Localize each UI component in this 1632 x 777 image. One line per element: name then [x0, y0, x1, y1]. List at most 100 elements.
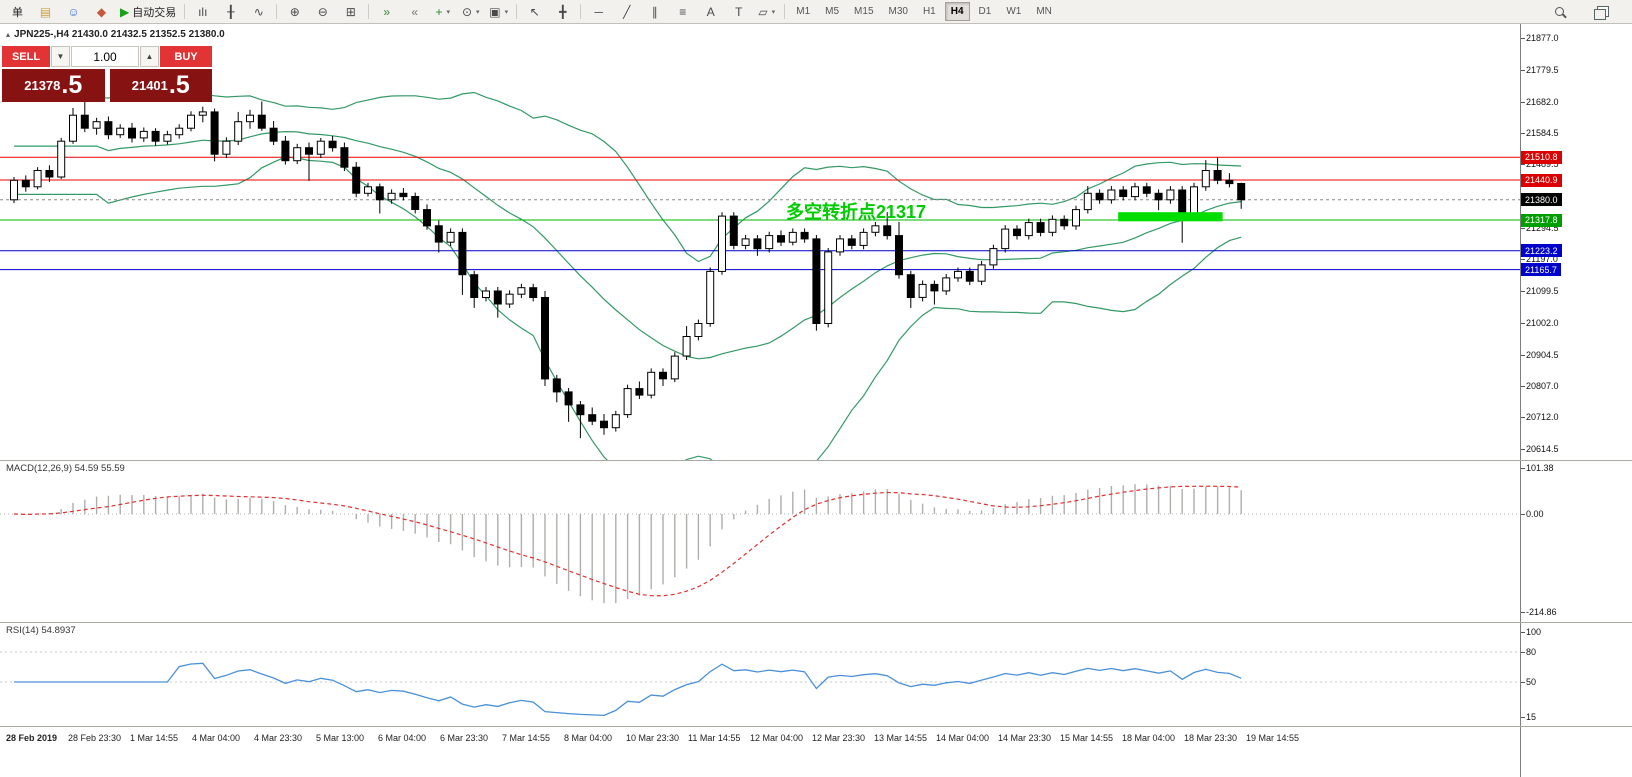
market-watch-icon[interactable]: ▤ [32, 1, 59, 22]
toolbar-separator [784, 4, 786, 19]
main-price-chart[interactable]: 多空转折点21317 [0, 24, 1520, 460]
mql5-icon[interactable]: ◆ [88, 1, 115, 22]
text-label-icon[interactable]: T [725, 1, 752, 22]
time-label: 28 Feb 23:30 [68, 733, 122, 743]
bar-chart-icon[interactable]: ılı [189, 1, 216, 22]
candlestick-chart-icon[interactable]: ╂ [217, 1, 244, 22]
new-order-button[interactable]: 单 [4, 1, 31, 22]
bear-candle [576, 404, 585, 416]
one-click-trading-panel: SELL ▼ 1.00 ▲ BUY 21378.5 21401.5 [2, 46, 212, 102]
buy-button[interactable]: BUY [160, 46, 212, 67]
timeframe-h4-button[interactable]: H4 [944, 2, 970, 21]
panel-separator[interactable] [0, 622, 1632, 623]
buy-price-display[interactable]: 21401.5 [109, 69, 212, 102]
sell-price-display[interactable]: 21378.5 [2, 69, 105, 102]
time-label: 13 Mar 14:55 [874, 733, 928, 743]
text-label-icon-glyph: T [735, 4, 743, 19]
fibonacci-icon[interactable]: ≡ [669, 1, 696, 22]
auto-trading-button[interactable]: ▶ 自动交易 [116, 1, 180, 22]
bear-candle [80, 114, 89, 129]
template-icon[interactable]: ▣ ▾ [485, 1, 512, 22]
panel-separator[interactable] [0, 726, 1632, 727]
shapes-icon-glyph: ▱ [758, 4, 768, 19]
zoom-out-icon[interactable]: ⊖ [309, 1, 336, 22]
crosshair-icon-glyph: ╋ [559, 4, 567, 19]
annotation-text[interactable]: 多空转折点21317 [786, 201, 926, 222]
price-tick-21877.0: 21877.0 [1521, 33, 1559, 43]
timeframe-m5-button[interactable]: M5 [825, 6, 840, 17]
bull-candle [33, 170, 42, 188]
window-icon [1593, 6, 1609, 20]
horizontal-line-icon[interactable]: ─ [585, 1, 612, 22]
bull-candle [1001, 228, 1010, 250]
bull-candle [1131, 186, 1139, 198]
period-icon-glyph: ⊙ [461, 4, 472, 19]
bar-chart-icon-glyph: ılı [198, 4, 208, 19]
new-chart-icon-glyph: + [435, 4, 443, 19]
bear-candle [210, 111, 219, 155]
time-label: 14 Mar 04:00 [936, 733, 990, 743]
time-label: 18 Mar 23:30 [1184, 733, 1238, 743]
bull-candle [187, 114, 195, 129]
auto-scroll-icon[interactable]: » [373, 1, 400, 22]
new-window-button[interactable] [1589, 1, 1616, 22]
timeframe-m15-button[interactable]: M15 [854, 6, 874, 17]
price-tick-21779.5: 21779.5 [1521, 64, 1559, 75]
timeframe-m1-button[interactable]: M1 [796, 6, 811, 17]
volume-decrease-button[interactable]: ▼ [51, 46, 70, 67]
line-chart-icon[interactable]: ∿ [245, 1, 272, 22]
bear-candle [1119, 189, 1128, 197]
bear-candle [529, 287, 538, 299]
trendline-icon[interactable]: ╱ [613, 1, 640, 22]
toolbar-separator [580, 4, 582, 19]
toolbar-right-group [1546, 1, 1628, 22]
bull-candle [788, 231, 797, 243]
bear-candle [600, 420, 608, 429]
bull-candle [293, 147, 302, 162]
channel-icon[interactable]: ∥ [641, 1, 668, 22]
bear-candle [812, 238, 821, 324]
volume-input[interactable]: 1.00 [71, 46, 139, 67]
bull-candle [741, 238, 750, 246]
timeframe-w1-button[interactable]: W1 [1006, 6, 1022, 17]
time-label: 19 Mar 14:55 [1246, 733, 1300, 743]
bull-candle [623, 388, 632, 416]
chart-shift-icon[interactable]: « [401, 1, 428, 22]
timeframe-d1-button[interactable]: D1 [978, 6, 992, 17]
macd-header: MACD(12,26,9) 54.59 55.59 [6, 463, 125, 474]
macd-scale-101.38: 101.38 [1521, 462, 1554, 473]
zoom-in-icon[interactable]: ⊕ [281, 1, 308, 22]
time-scale[interactable]: 28 Feb 2019 28 Feb 23:30 1 Mar 14:55 4 Mar … [0, 727, 1520, 777]
channel-icon-glyph: ∥ [651, 4, 658, 19]
support-zone-highlight[interactable] [1118, 212, 1223, 222]
price-tick-20807.0: 20807.0 [1521, 381, 1559, 392]
bear-candle [281, 140, 290, 162]
price-scale[interactable]: 21877.0 21779.5 21682.0 21584.5 21489.5 21294… [1520, 24, 1632, 777]
bull-candle [718, 215, 726, 272]
bull-candle [611, 414, 620, 429]
search-button[interactable] [1546, 1, 1573, 22]
cursor-icon[interactable]: ↖ [521, 1, 548, 22]
panel-separator[interactable] [0, 460, 1632, 461]
timeframe-mn-button[interactable]: MN [1036, 6, 1052, 17]
bear-candle [470, 274, 479, 298]
bull-candle [234, 121, 243, 142]
tile-windows-icon[interactable]: ⊞ [337, 1, 364, 22]
shapes-icon[interactable]: ▱ ▾ [753, 1, 780, 22]
bull-candle [918, 283, 927, 298]
text-icon[interactable]: A [697, 1, 724, 22]
period-icon[interactable]: ⊙ ▾ [457, 1, 484, 22]
timeframe-m30-button[interactable]: M30 [888, 6, 908, 17]
crosshair-icon[interactable]: ╋ [549, 1, 576, 22]
volume-increase-button[interactable]: ▲ [140, 46, 159, 67]
price-tick-21584.5: 21584.5 [1521, 128, 1559, 139]
new-chart-icon[interactable]: + ▾ [429, 1, 456, 22]
bear-candle [965, 270, 974, 282]
buy-price-frac: .5 [168, 71, 190, 99]
macd-panel[interactable] [0, 461, 1520, 622]
sell-button[interactable]: SELL [2, 46, 50, 67]
community-icon[interactable]: ☺ [60, 1, 87, 22]
rsi-panel[interactable] [0, 623, 1520, 726]
timeframe-h1-button[interactable]: H1 [922, 6, 936, 17]
